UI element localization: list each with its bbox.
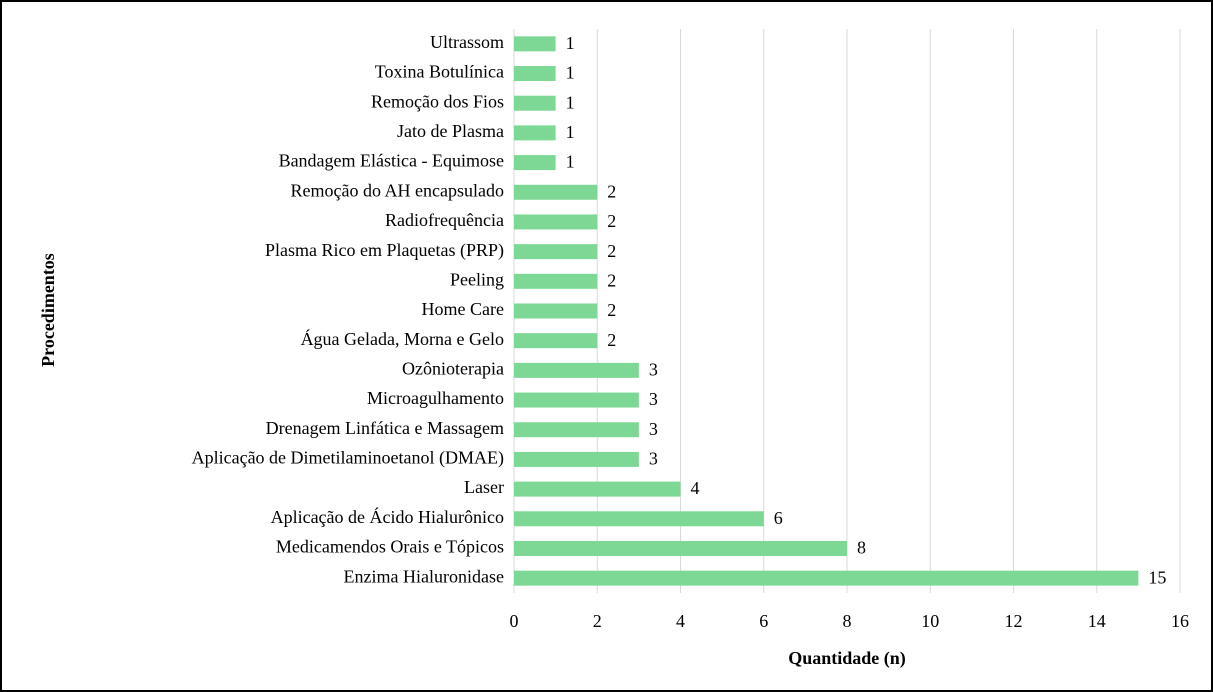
bar <box>514 333 598 349</box>
data-label: 1 <box>566 92 575 112</box>
y-tick-label: Radiofrequência <box>385 210 504 230</box>
bar <box>514 451 639 467</box>
y-tick-label: Plasma Rico em Plaquetas (PRP) <box>265 240 504 261</box>
bar <box>514 481 681 497</box>
y-tick-label: Remoção do AH encapsulado <box>291 180 504 200</box>
bar <box>514 303 598 319</box>
data-label: 2 <box>607 181 616 201</box>
x-axis-label: Quantidade (n) <box>788 648 906 669</box>
y-tick-label: Remoção dos Fios <box>371 91 504 111</box>
bar <box>514 511 764 527</box>
y-tick-label: Bandagem Elástica - Equimose <box>279 151 504 171</box>
data-label: 1 <box>566 122 575 142</box>
y-tick-label: Microagulhamento <box>367 388 504 408</box>
bar <box>514 125 556 141</box>
y-tick-label: Drenagem Linfática e Massagem <box>266 418 504 438</box>
y-tick-label: Jato de Plasma <box>397 121 504 141</box>
data-label: 3 <box>649 389 658 409</box>
bar <box>514 36 556 52</box>
y-tick-label: Peeling <box>450 269 504 289</box>
x-tick-label: 2 <box>593 611 602 631</box>
y-tick-label: Aplicação de Ácido Hialurônico <box>271 506 504 527</box>
bar <box>514 66 556 82</box>
data-label: 1 <box>566 63 575 83</box>
bar <box>514 392 639 408</box>
y-tick-label: Medicamendos Orais e Tópicos <box>276 537 504 557</box>
bar <box>514 244 598 260</box>
bar <box>514 422 639 438</box>
x-tick-label: 10 <box>921 611 939 631</box>
x-tick-label: 8 <box>843 611 852 631</box>
x-tick-label: 12 <box>1005 611 1023 631</box>
bar <box>514 570 1139 586</box>
data-label: 3 <box>649 419 658 439</box>
data-label: 2 <box>607 211 616 231</box>
y-tick-label: Ultrassom <box>430 32 504 52</box>
data-label: 6 <box>774 508 783 528</box>
data-label: 15 <box>1148 567 1166 587</box>
y-tick-label: Ozônioterapia <box>402 358 504 378</box>
data-label: 3 <box>649 359 658 379</box>
x-tick-label: 0 <box>510 611 519 631</box>
x-tick-label: 4 <box>676 611 685 631</box>
data-label: 2 <box>607 270 616 290</box>
data-label: 2 <box>607 330 616 350</box>
data-label: 1 <box>566 152 575 172</box>
x-tick-label: 16 <box>1171 611 1189 631</box>
bar <box>514 184 598 200</box>
bar <box>514 362 639 378</box>
data-label: 2 <box>607 241 616 261</box>
y-tick-label: Home Care <box>422 299 504 319</box>
y-tick-label: Aplicação de Dimetilaminoetanol (DMAE) <box>192 448 504 469</box>
y-tick-label: Água Gelada, Morna e Gelo <box>301 328 504 349</box>
bar <box>514 95 556 111</box>
bar <box>514 155 556 171</box>
bar <box>514 540 847 556</box>
x-tick-label: 14 <box>1088 611 1106 631</box>
y-axis-label: Procedimentos <box>38 253 58 367</box>
y-tick-label: Toxina Botulínica <box>375 62 504 82</box>
y-tick-label: Enzima Hialuronidase <box>344 566 504 586</box>
data-label: 2 <box>607 300 616 320</box>
data-label: 3 <box>649 449 658 469</box>
bar <box>514 214 598 230</box>
y-tick-label: Laser <box>464 477 504 497</box>
data-label: 4 <box>691 478 700 498</box>
bar <box>514 273 598 289</box>
data-label: 1 <box>566 33 575 53</box>
data-label: 8 <box>857 538 866 558</box>
x-tick-label: 6 <box>759 611 768 631</box>
